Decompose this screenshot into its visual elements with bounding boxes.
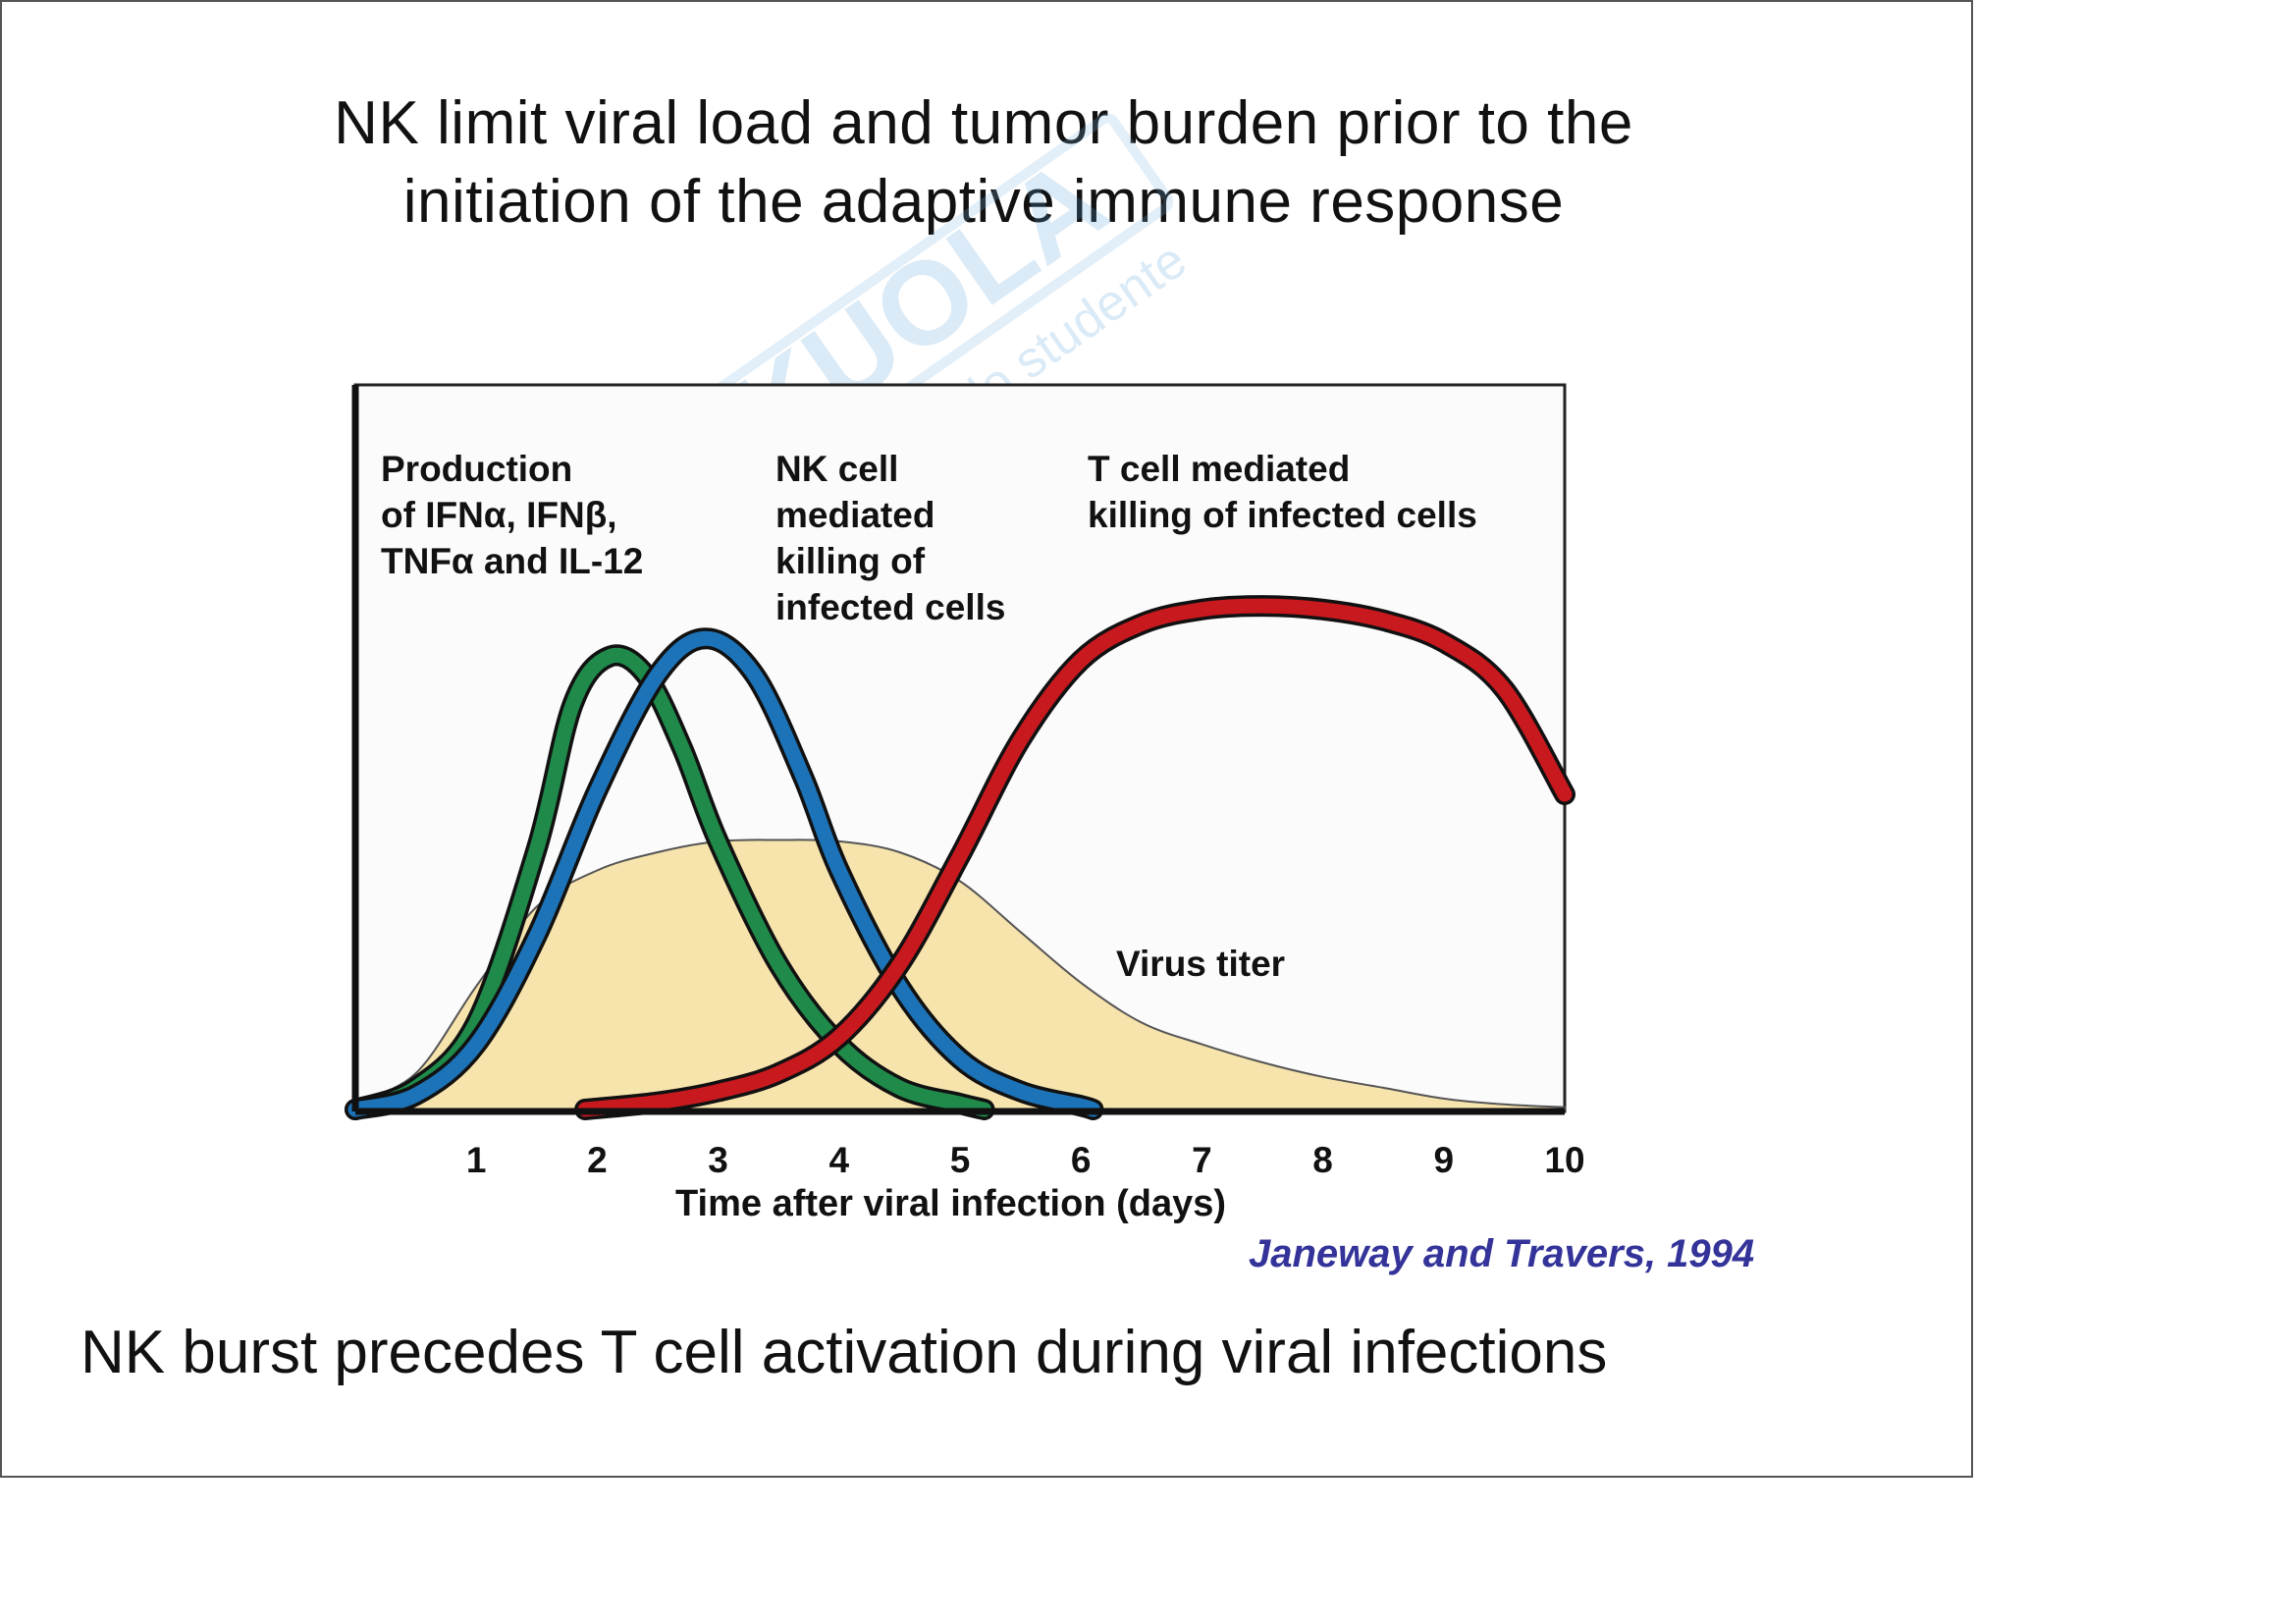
series-layer — [345, 595, 1575, 1120]
x-axis-label: Time after viral infection (days) — [675, 1183, 1227, 1224]
x-tick-label-6: 6 — [1071, 1140, 1092, 1180]
slide-title-line-1: NK limit viral load and tumor burden pri… — [334, 89, 1633, 157]
annotation-t-cell-killing: T cell mediated killing of infected cell… — [1088, 449, 1477, 535]
x-tick-label-7: 7 — [1192, 1140, 1212, 1180]
slide: NK limit viral load and tumor burden pri… — [0, 0, 1973, 1478]
series-ifn-line — [347, 647, 992, 1117]
x-tick-label-10: 10 — [1544, 1140, 1584, 1180]
series-virus-area — [354, 839, 1566, 1110]
x-tick-label-5: 5 — [950, 1140, 971, 1180]
x-tick-label-9: 9 — [1434, 1140, 1455, 1180]
annotation-nk-killing: NK cell mediated killing of infected cel… — [775, 449, 1006, 627]
x-tick-label-8: 8 — [1312, 1140, 1333, 1180]
annotation-ifn-production: Production of IFNα, IFNβ, TNFα and IL-12 — [381, 449, 644, 581]
bottom-caption: NK burst precedes T cell activation duri… — [80, 1319, 1608, 1386]
annotation-virus-titer: Virus titer — [1116, 944, 1286, 984]
series-nk-line — [347, 630, 1100, 1117]
x-tick-labels: 1 2 3 4 5 6 7 8 9 10 — [466, 1140, 1585, 1180]
chart: SKUOLA il paradiso dello studente 123456… — [345, 113, 1585, 1180]
x-tick-label-1: 1 — [466, 1140, 487, 1180]
series-t-line — [577, 598, 1573, 1117]
slide-title-line-2: initiation of the adaptive immune respon… — [402, 168, 1565, 236]
citation: Janeway and Travers, 1994 — [1249, 1232, 1755, 1275]
x-tick-label-3: 3 — [708, 1140, 728, 1180]
x-tick-label-2: 2 — [587, 1140, 608, 1180]
x-tick-label-4: 4 — [829, 1140, 850, 1180]
